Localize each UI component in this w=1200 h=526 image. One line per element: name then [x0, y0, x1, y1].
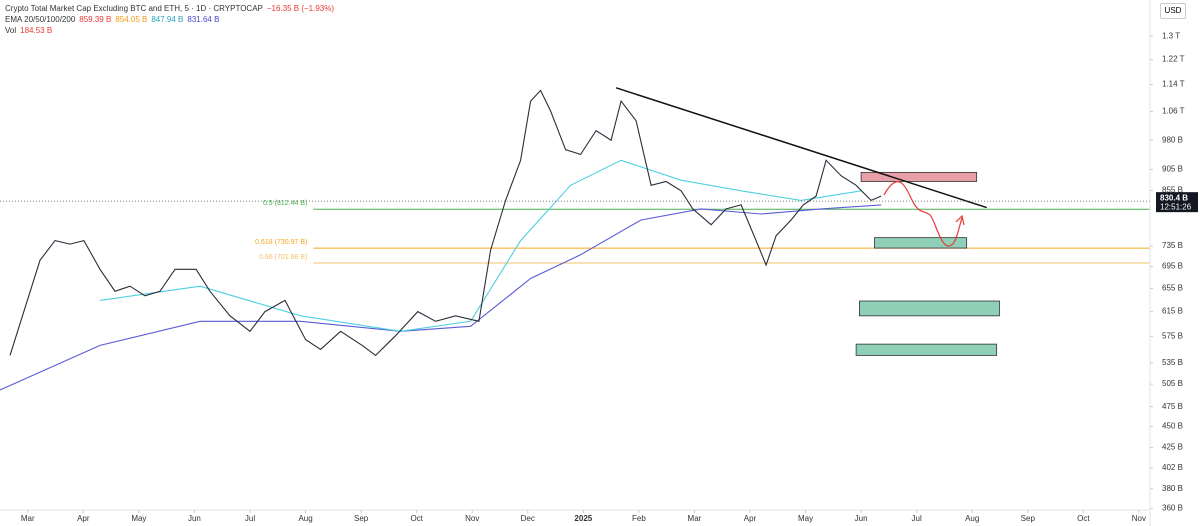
y-tick-label: 855 B	[1162, 186, 1183, 195]
x-tick-label: Oct	[1077, 514, 1090, 523]
y-tick-label: 1.22 T	[1162, 55, 1185, 64]
y-tick-label: 905 B	[1162, 165, 1183, 174]
x-tick-label: Mar	[688, 514, 702, 523]
price-tag	[1156, 192, 1198, 213]
x-tick-label: Nov	[1132, 514, 1146, 523]
x-tick-label: Aug	[965, 514, 979, 523]
vol-label[interactable]: Vol	[5, 26, 17, 35]
ema-label[interactable]: EMA 20/50/100/200	[5, 15, 76, 24]
y-tick-label: 655 B	[1162, 284, 1183, 293]
x-tick-label: Apr	[77, 514, 90, 523]
x-tick-label: May	[131, 514, 146, 523]
x-tick-label: Oct	[410, 514, 423, 523]
x-tick-label: Feb	[632, 514, 646, 523]
price-line	[9, 89, 882, 357]
fib-label: 0.618 (730.97 B)	[255, 239, 307, 246]
y-tick-label: 360 B	[1162, 504, 1183, 513]
x-tick-label: Apr	[744, 514, 757, 523]
x-tick-label: Dec	[521, 514, 535, 523]
ema-value: 854.05 B	[115, 15, 148, 24]
y-tick-label: 735 B	[1162, 241, 1183, 250]
price-tag-label: 830.4 B	[1160, 193, 1188, 202]
x-tick-label: 2025	[574, 514, 592, 523]
trendline	[615, 87, 987, 209]
y-tick-label: 980 B	[1162, 135, 1183, 144]
y-tick-label: 505 B	[1162, 379, 1183, 388]
price-line	[0, 204, 882, 391]
x-tick-label: Jul	[245, 514, 255, 523]
zone	[874, 237, 968, 249]
price-line	[99, 159, 862, 332]
y-tick-label: 425 B	[1162, 443, 1183, 452]
x-tick-label: Jul	[912, 514, 922, 523]
change: −16.35 B (−1.93%)	[266, 4, 335, 13]
y-tick-label: 402 B	[1162, 463, 1183, 472]
plot-area: 0.5 (812.44 B) 0.618 (730.97 B) 0.66 (701.…	[0, 87, 1150, 391]
x-tick-label: May	[798, 514, 813, 523]
ema-value: 831.64 B	[187, 15, 220, 24]
legend-header: Crypto Total Market Cap Excluding BTC an…	[5, 3, 338, 36]
y-tick-label: 615 B	[1162, 307, 1183, 316]
x-tick-label: Jun	[188, 514, 201, 523]
x-tick-label: Sep	[354, 514, 369, 523]
y-tick-label: 695 B	[1162, 262, 1183, 271]
countdown: 12:51:26	[1160, 202, 1192, 211]
y-tick-label: 475 B	[1162, 402, 1183, 411]
y-tick-label: 1.06 T	[1162, 106, 1185, 115]
currency-button[interactable]: USD	[1160, 3, 1186, 19]
ema-value: 847.94 B	[151, 15, 184, 24]
y-tick-label: 575 B	[1162, 331, 1183, 340]
y-tick-label: 1.14 T	[1162, 80, 1185, 89]
x-tick-label: Mar	[21, 514, 35, 523]
x-tick-label: Sep	[1021, 514, 1036, 523]
fib-label: 0.5 (812.44 B)	[263, 200, 307, 207]
vol-value: 184.53 B	[20, 26, 53, 35]
symbol[interactable]: Crypto Total Market Cap Excluding BTC an…	[5, 4, 263, 13]
zone	[859, 300, 1000, 317]
price-axis-bg	[1150, 0, 1200, 526]
fib-label: 0.66 (701.98 B)	[259, 254, 307, 261]
zone	[855, 343, 998, 356]
x-tick-label: Nov	[465, 514, 479, 523]
y-tick-label: 535 B	[1162, 358, 1183, 367]
y-tick-label: 1.3 T	[1162, 31, 1180, 40]
y-tick-label: 380 B	[1162, 484, 1183, 493]
y-tick-label: 450 B	[1162, 422, 1183, 431]
x-tick-label: Aug	[298, 514, 312, 523]
ema-value: 859.39 B	[79, 15, 112, 24]
zone	[860, 171, 978, 182]
forecast-arrow	[883, 181, 965, 247]
x-tick-label: Jun	[855, 514, 868, 523]
